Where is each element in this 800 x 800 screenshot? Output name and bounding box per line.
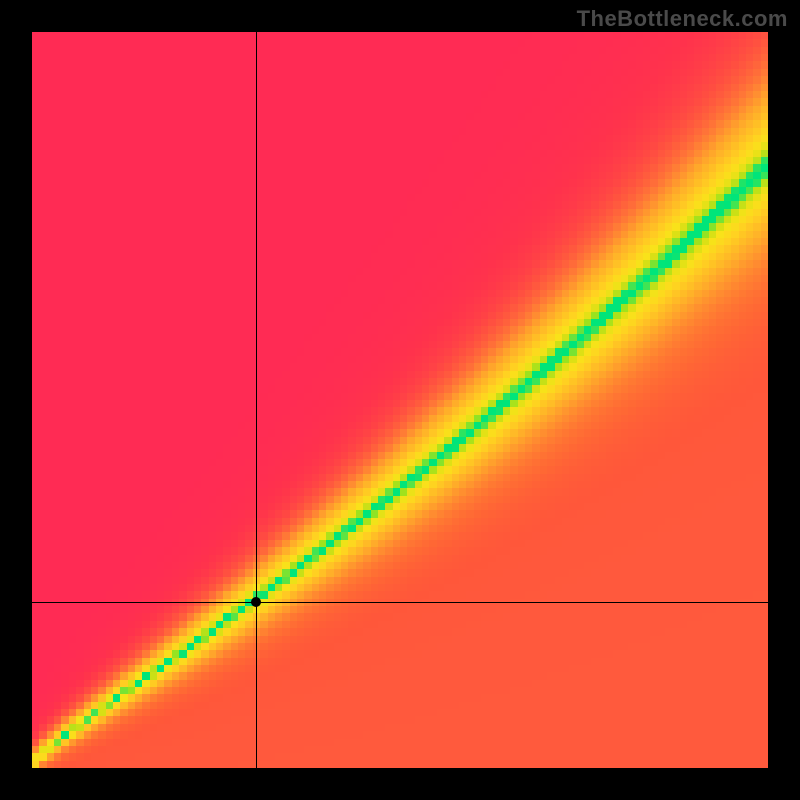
crosshair-horizontal	[32, 602, 768, 603]
heatmap-canvas	[32, 32, 768, 768]
heatmap-plot	[32, 32, 768, 768]
crosshair-marker	[251, 597, 261, 607]
watermark-text: TheBottleneck.com	[577, 6, 788, 32]
crosshair-vertical	[256, 32, 257, 768]
